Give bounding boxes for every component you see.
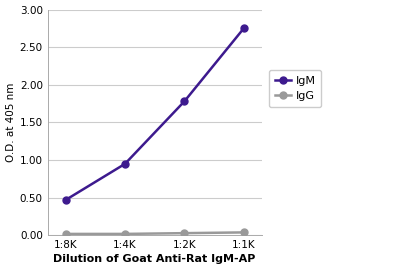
IgG	[182, 232, 187, 235]
Line: IgM: IgM	[62, 25, 247, 204]
Line: IgG: IgG	[62, 229, 247, 237]
IgG	[63, 232, 68, 235]
IgM	[182, 100, 187, 103]
IgM	[63, 198, 68, 202]
Legend: IgM, IgG: IgM, IgG	[269, 70, 322, 107]
IgM	[122, 162, 127, 166]
X-axis label: Dilution of Goat Anti-Rat IgM-AP: Dilution of Goat Anti-Rat IgM-AP	[54, 254, 256, 264]
Y-axis label: O.D. at 405 nm: O.D. at 405 nm	[6, 83, 16, 162]
IgG	[122, 232, 127, 235]
IgG	[241, 231, 246, 234]
IgM	[241, 27, 246, 30]
